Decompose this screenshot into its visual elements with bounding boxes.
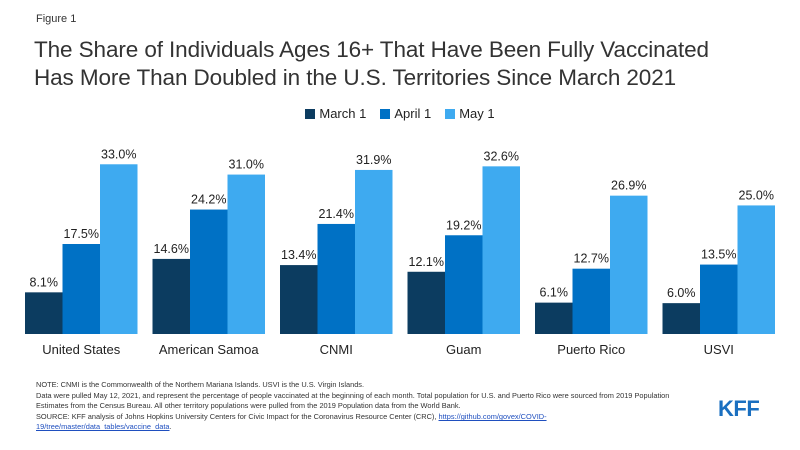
legend-label-april: April 1 [394,106,432,121]
category-label-united-states: United States [42,342,121,357]
bar-may-1-united-states [100,164,138,334]
bar-april-1-puerto-rico [572,268,610,334]
data-label-may-1-cnmi: 31.9% [356,153,391,167]
source-text: SOURCE: KFF analysis of Johns Hopkins Un… [36,412,676,431]
title-line-1: The Share of Individuals Ages 16+ That H… [34,37,709,62]
title-line-2: Has More Than Doubled in the U.S. Territ… [34,65,677,90]
bar-april-1-guam [445,235,483,334]
bar-may-1-cnmi [355,169,393,334]
data-label-march-1-guam: 12.1% [409,255,444,269]
data-label-april-1-usvi: 13.5% [701,248,736,262]
legend-swatch-may [445,108,456,119]
bar-march-1-guam [407,271,445,334]
kff-logo-text: KFF [718,397,759,419]
kff-logo: KFF [718,397,760,419]
legend-item-april: April 1 [380,106,431,121]
legend-item-may: May 1 [445,106,495,121]
data-label-march-1-american-samoa: 14.6% [154,242,189,256]
category-label-guam: Guam [446,342,481,357]
bar-chart: 8.1% 17.5% 33.0% United States 14.6% 24.2% 31.… [25,147,775,357]
data-label-may-1-usvi: 25.0% [739,188,774,202]
legend-label-may: May 1 [459,106,495,121]
bar-april-1-usvi [700,264,738,334]
legend-label-march: March 1 [319,106,367,121]
data-label-april-1-american-samoa: 24.2% [191,193,226,207]
data-label-march-1-puerto-rico: 6.1% [540,286,569,300]
chart-title: The Share of Individuals Ages 16+ That H… [34,36,774,92]
category-label-usvi: USVI [704,342,734,357]
data-text: Data were pulled May 12, 2021, and repre… [36,391,670,410]
data-label-march-1-united-states: 8.1% [30,275,59,289]
bar-may-1-puerto-rico [610,195,648,334]
legend-swatch-april [380,108,391,119]
category-label-cnmi: CNMI [320,342,353,357]
data-label-april-1-guam: 19.2% [446,218,481,232]
note-text: NOTE: CNMI is the Commonwealth of the No… [36,380,365,389]
legend-item-march: March 1 [305,106,366,121]
bar-march-1-usvi [662,303,700,334]
figure-label: Figure 1 [36,13,77,25]
data-label-april-1-puerto-rico: 12.7% [574,252,609,266]
source-suffix: . [169,421,172,431]
bar-may-1-american-samoa [227,174,265,334]
data-label-april-1-cnmi: 21.4% [319,207,354,221]
bar-april-1-united-states [62,244,100,334]
notes: NOTE: CNMI is the Commonwealth of the No… [36,380,676,433]
bar-april-1-cnmi [317,223,355,334]
data-label-april-1-united-states: 17.5% [64,227,99,241]
data-label-march-1-usvi: 6.0% [667,286,696,300]
bar-march-1-united-states [25,292,63,334]
data-label-may-1-puerto-rico: 26.9% [611,179,646,193]
data-label-may-1-united-states: 33.0% [101,147,136,161]
bar-march-1-puerto-rico [535,302,573,334]
bar-may-1-usvi [737,205,775,334]
category-label-american-samoa: American Samoa [159,342,259,357]
bar-may-1-guam [482,166,520,334]
data-label-may-1-american-samoa: 31.0% [229,158,264,172]
data-label-may-1-guam: 32.6% [484,149,519,163]
source-prefix: SOURCE: KFF analysis of Johns Hopkins Un… [36,412,439,422]
data-label-march-1-cnmi: 13.4% [281,248,316,262]
legend-swatch-march [305,108,316,119]
category-label-puerto-rico: Puerto Rico [557,342,625,357]
bar-march-1-cnmi [280,265,318,334]
bar-march-1-american-samoa [152,258,190,334]
bar-april-1-american-samoa [190,209,228,334]
legend: March 1 April 1 May 1 [0,106,800,121]
source-link[interactable]: https://github.com/govex/COVID-19/tree/m… [36,412,547,431]
